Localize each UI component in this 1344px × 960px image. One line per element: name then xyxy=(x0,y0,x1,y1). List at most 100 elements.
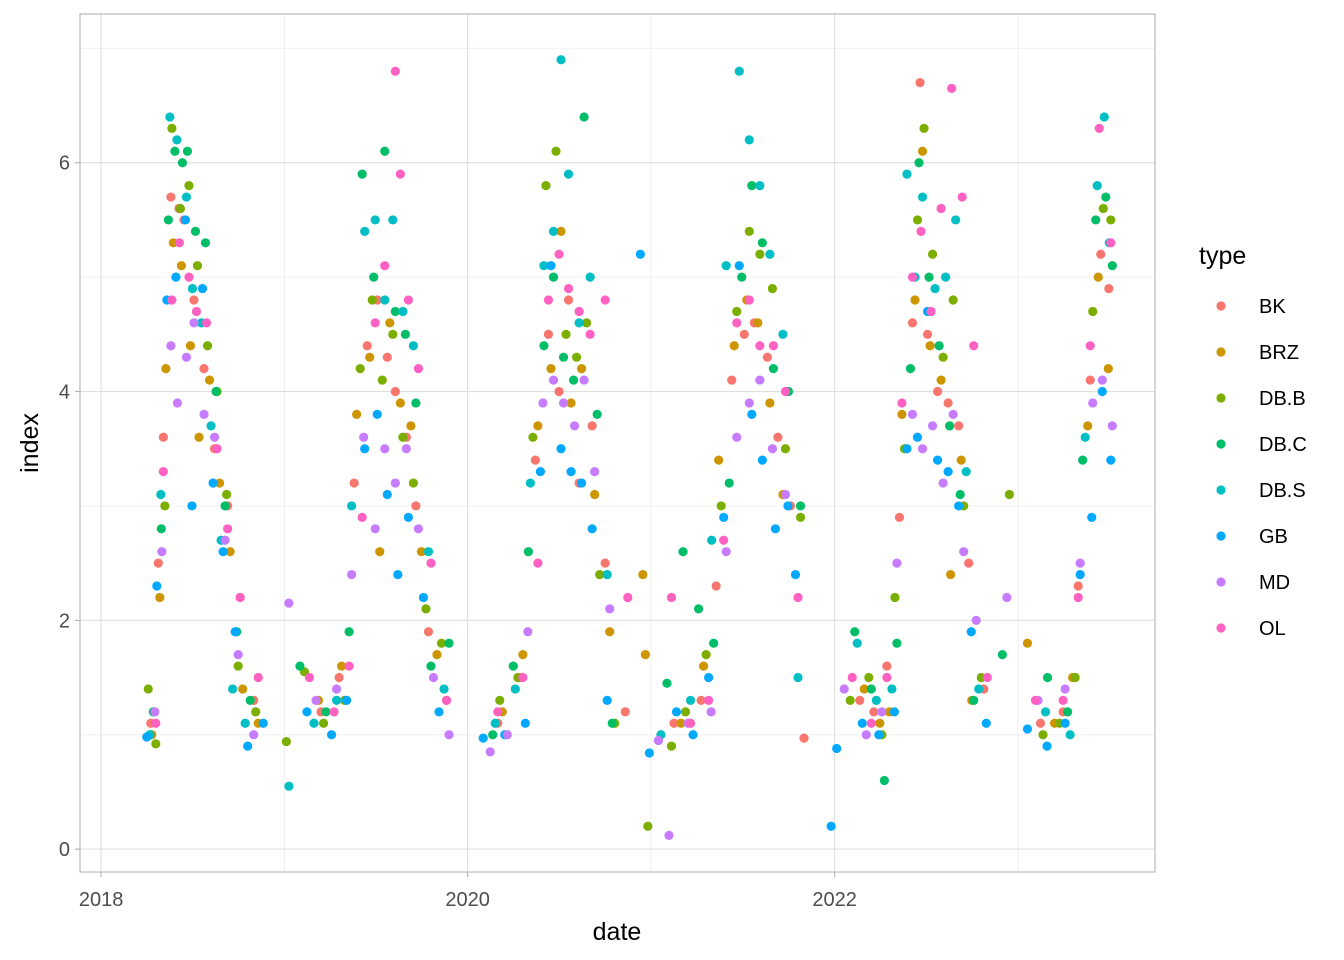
point-gb xyxy=(372,409,382,419)
point-ol xyxy=(390,66,400,76)
legend-label-db-b: DB.B xyxy=(1259,388,1306,410)
point-bk xyxy=(1035,718,1046,728)
point-db-b xyxy=(666,741,677,751)
point-ol xyxy=(167,295,177,305)
point-db-b xyxy=(167,123,177,133)
point-db-c xyxy=(295,661,305,671)
point-ol xyxy=(600,295,610,305)
point-db-c xyxy=(879,775,889,786)
point-db-b xyxy=(355,364,365,374)
point-bk xyxy=(600,558,610,568)
point-ol xyxy=(235,592,245,603)
legend: type BK BRZ DB.B DB.C DB.S GB MD OL xyxy=(1199,242,1307,640)
legend-label-db-s: DB.S xyxy=(1259,480,1306,502)
point-brz xyxy=(238,684,248,694)
point-brz xyxy=(765,398,775,408)
point-gb xyxy=(556,444,566,454)
point-gb xyxy=(671,707,682,717)
point-gb xyxy=(546,261,556,271)
point-md xyxy=(220,535,230,545)
point-db-s xyxy=(187,283,198,294)
point-bk xyxy=(382,352,392,362)
point-db-c xyxy=(245,695,255,706)
point-ol xyxy=(344,661,354,671)
point-bk xyxy=(915,78,925,88)
point-gb xyxy=(418,592,429,603)
point-ol xyxy=(585,329,595,339)
point-db-c xyxy=(523,547,533,557)
point-md xyxy=(284,598,294,608)
point-db-b xyxy=(398,432,408,442)
point-db-c xyxy=(508,661,518,671)
point-ol xyxy=(969,341,979,351)
point-gb xyxy=(889,707,900,717)
point-ol xyxy=(847,672,857,683)
point-gb xyxy=(1042,741,1052,751)
point-brz xyxy=(714,455,724,465)
point-db-b xyxy=(160,501,170,511)
point-brz xyxy=(546,364,556,374)
point-gb xyxy=(243,741,253,751)
point-db-b xyxy=(421,604,431,614)
point-db-c xyxy=(969,695,979,706)
point-brz xyxy=(910,295,920,305)
point-bk xyxy=(1104,283,1114,294)
point-db-c xyxy=(444,638,454,648)
point-db-s xyxy=(602,569,612,580)
legend-key-ol xyxy=(1216,623,1226,633)
point-db-b xyxy=(318,718,329,728)
point-db-s xyxy=(556,55,566,65)
point-db-c xyxy=(170,146,180,156)
point-brz xyxy=(699,661,709,671)
point-brz xyxy=(395,398,405,408)
point-db-c xyxy=(400,329,410,339)
point-gb xyxy=(790,569,801,580)
point-brz xyxy=(432,650,442,660)
point-db-s xyxy=(852,638,862,648)
point-bk xyxy=(894,512,905,522)
point-gb xyxy=(1097,386,1107,397)
point-brz xyxy=(859,684,869,694)
point-md xyxy=(1107,421,1117,431)
point-db-b xyxy=(1038,730,1048,740)
point-bk xyxy=(166,192,176,202)
point-brz xyxy=(336,661,347,671)
point-gb xyxy=(602,695,612,706)
point-md xyxy=(948,409,958,419)
point-db-c xyxy=(539,341,549,351)
point-gb xyxy=(478,733,488,743)
point-ol xyxy=(744,295,754,305)
point-db-c xyxy=(709,638,719,648)
point-ol xyxy=(158,467,168,477)
point-db-c xyxy=(757,238,767,248)
point-db-s xyxy=(380,295,390,305)
point-db-c xyxy=(795,501,806,511)
point-bk xyxy=(932,386,943,397)
point-db-s xyxy=(360,226,370,236)
point-gb xyxy=(434,707,444,717)
point-md xyxy=(1097,375,1107,385)
point-gb xyxy=(966,627,976,637)
point-db-c xyxy=(548,272,559,282)
point-brz xyxy=(1083,421,1093,431)
point-gb xyxy=(230,627,240,637)
point-bk xyxy=(1073,581,1083,591)
point-ol xyxy=(533,558,543,568)
point-brz xyxy=(605,627,615,637)
point-db-c xyxy=(592,409,602,419)
point-brz xyxy=(161,364,171,374)
point-brz xyxy=(176,261,187,271)
point-db-c xyxy=(866,684,876,694)
point-gb xyxy=(734,261,744,271)
point-db-c xyxy=(558,352,569,362)
point-brz xyxy=(640,650,650,660)
point-ol xyxy=(174,238,185,248)
point-db-s xyxy=(1092,181,1102,191)
point-db-s xyxy=(331,695,342,706)
point-bk xyxy=(773,432,783,442)
point-db-c xyxy=(579,112,589,122)
point-bk xyxy=(362,341,372,351)
point-db-s xyxy=(1099,112,1109,122)
legend-key-md xyxy=(1216,577,1226,587)
point-brz xyxy=(1103,364,1113,374)
